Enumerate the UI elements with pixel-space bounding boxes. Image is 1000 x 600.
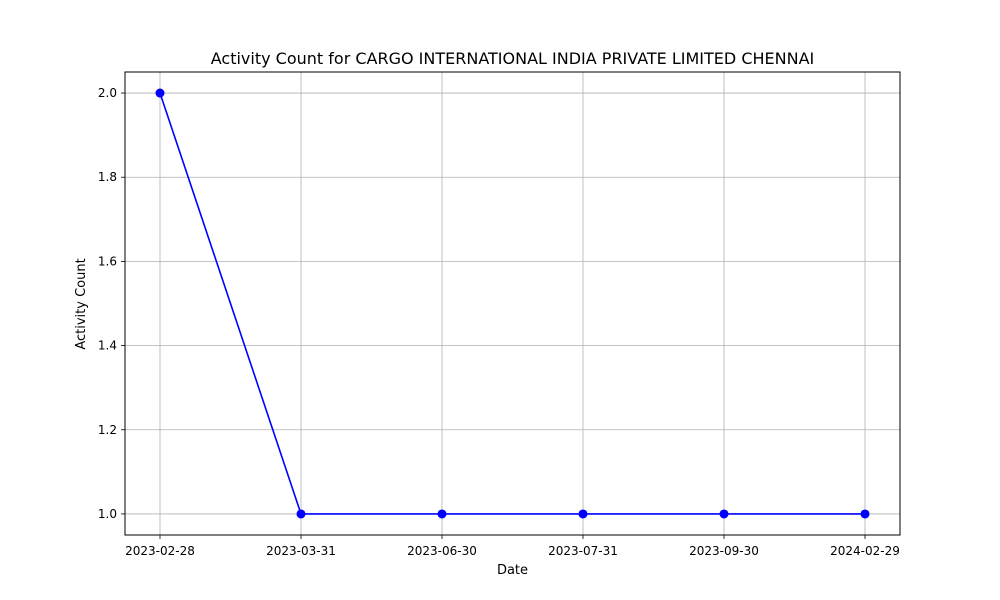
series-group bbox=[155, 88, 870, 519]
x-tick-label: 2023-06-30 bbox=[407, 544, 477, 558]
y-tick-label: 2.0 bbox=[98, 86, 117, 100]
x-tick-label: 2023-03-31 bbox=[266, 544, 336, 558]
grid bbox=[125, 72, 900, 535]
y-tick-label: 1.2 bbox=[98, 423, 117, 437]
y-axis-label: Activity Count bbox=[74, 258, 89, 349]
x-tick-label: 2024-02-29 bbox=[830, 544, 900, 558]
y-tick-label: 1.0 bbox=[98, 507, 117, 521]
x-tick-label: 2023-02-28 bbox=[125, 544, 195, 558]
data-point bbox=[437, 509, 447, 519]
data-point bbox=[296, 509, 306, 519]
data-point bbox=[719, 509, 729, 519]
plot-frame bbox=[124, 71, 901, 536]
data-point bbox=[155, 88, 165, 98]
y-tick-label: 1.6 bbox=[98, 254, 117, 268]
ticks: 2023-02-28 2023-03-31 2023-06-30 2023-07-31… bbox=[98, 86, 900, 558]
data-point bbox=[578, 509, 588, 519]
data-point bbox=[860, 509, 870, 519]
y-tick-label: 1.8 bbox=[98, 170, 117, 184]
series-line bbox=[159, 92, 865, 515]
y-tick-label: 1.4 bbox=[98, 339, 117, 353]
chart-title: Activity Count for CARGO INTERNATIONAL I… bbox=[211, 49, 814, 68]
x-tick-label: 2023-07-31 bbox=[548, 544, 618, 558]
x-tick-label: 2023-09-30 bbox=[689, 544, 759, 558]
x-axis-label: Date bbox=[497, 563, 528, 578]
